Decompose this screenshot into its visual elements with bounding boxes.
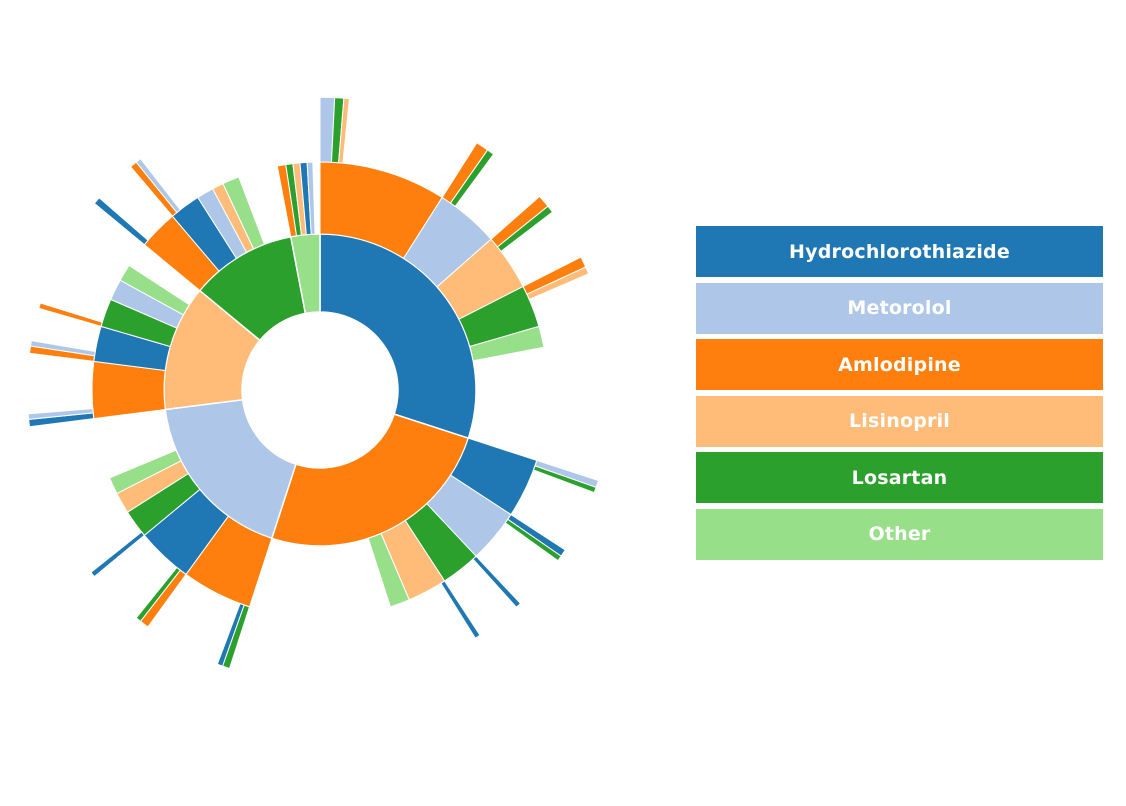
sunburst-segment-amlodipine-metorolol-losartan[interactable] [504,518,562,562]
sunburst-segment-metorolol-hydrochlorothiazide-losartan[interactable] [135,566,181,623]
legend-item-losartan[interactable]: Losartan [696,452,1103,503]
sunburst-segment-amlodipine-losartan-hydrochlorothiazide[interactable] [472,555,522,608]
sunburst-segment-lisinopril-amlodipine[interactable] [91,360,166,420]
sunburst-segment-amlodipine-hydrochlorothiazide-losartan[interactable] [532,465,597,494]
sunburst-segment-lisinopril-other[interactable] [119,264,191,316]
sunburst-segment-lisinopril-amlodipine-metorolol[interactable] [27,408,94,420]
legend-item-hydrochlorothiazide[interactable]: Hydrochlorothiazide [696,226,1103,277]
sunburst-segment-hydrochlorothiazide-amlodipine-lisinopril[interactable] [338,97,350,164]
legend-item-amlodipine[interactable]: Amlodipine [696,339,1103,390]
sunburst-segment-losartan-hydrochlorothiazide-amlodipine[interactable] [129,161,178,217]
sunburst-segment-other-metorolol[interactable] [306,161,316,235]
sunburst-segment-metorolol-losartan-hydrochlorothiazide[interactable] [90,531,146,578]
sunburst-segment-hydrochlorothiazide-losartan-lisinopril[interactable] [526,266,590,301]
sunburst-segment-hydrochlorothiazide-lisinopril-losartan[interactable] [496,205,554,253]
sunburst-segment-amlodipine-other[interactable] [367,532,410,608]
sunburst-segment-lisinopril-losartan-amlodipine[interactable] [38,302,103,328]
sunburst-segment-losartan-other[interactable] [222,176,266,250]
sunburst-segment-hydrochlorothiazide-other[interactable] [469,325,545,362]
sunburst-segment-lisinopril-hydrochlorothiazide-metorolol[interactable] [29,339,96,357]
legend-item-other[interactable]: Other [696,508,1103,560]
legend-item-lisinopril[interactable]: Lisinopril [696,395,1103,447]
sunburst-segment-metorolol-amlodipine-hydrochlorothiazide[interactable] [216,602,245,667]
sunburst-segment-losartan-amlodipine-hydrochlorothiazide[interactable] [93,197,149,246]
sunburst-segment-losartan-hydrochlorothiazide-metorolol[interactable] [135,157,181,214]
legend: Hydrochlorothiazide Metorolol Amlodipine… [696,226,1103,565]
legend-item-metorolol[interactable]: Metorolol [696,282,1103,334]
sunburst-segment-metorolol-hydrochlorothiazide-amlodipine[interactable] [139,569,187,628]
sunburst-segment-amlodipine-lisinopril-hydrochlorothiazide[interactable] [440,580,481,639]
sunburst-segment-amlodipine-metorolol-hydrochlorothiazide[interactable] [507,513,566,557]
sunburst-segment-metorolol-other[interactable] [108,449,182,495]
sunburst-svg [27,96,600,670]
sunburst-segment-hydrochlorothiazide-metorolol-losartan[interactable] [449,149,495,208]
sunburst-chart [27,96,600,670]
